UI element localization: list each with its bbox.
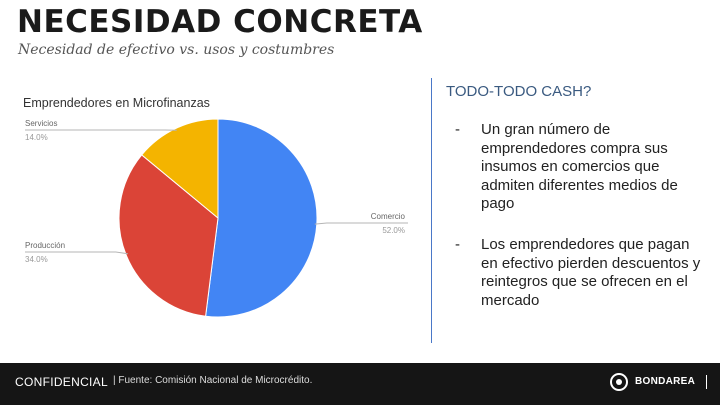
slide-title: NECESIDAD CONCRETA: [17, 4, 423, 40]
pie-labels: Comercio 52.0% Producción 34.0% Servicios 14.…: [25, 119, 408, 264]
leader-line: [314, 222, 408, 225]
bullet-marker: -: [455, 236, 460, 253]
confidential-label: CONFIDENCIAL: [15, 375, 108, 389]
slide-subtitle: Necesidad de efectivo vs. usos y costumb…: [18, 42, 335, 58]
source-note: | Fuente: Comisión Nacional de Microcréd…: [113, 375, 313, 386]
page-indicator: [706, 375, 707, 389]
slice-label: Producción: [25, 241, 65, 250]
footer-bar: CONFIDENCIAL | Fuente: Comisión Nacional…: [0, 363, 720, 405]
leader-line: [25, 251, 128, 255]
pie-chart: Emprendedores en Microfinanzas Comercio 5…: [23, 96, 408, 318]
divider-line: [431, 78, 432, 343]
chart-title: Emprendedores en Microfinanzas: [23, 96, 210, 110]
slice-value-label: 52.0%: [382, 226, 405, 235]
slice-value-label: 14.0%: [25, 133, 48, 142]
pie-slice-comercio: [205, 118, 318, 318]
bullet-item: - Un gran número de emprendedores compra…: [455, 121, 700, 221]
bullet-text: Un gran número de emprendedores compra s…: [481, 121, 678, 212]
bullet-marker: -: [455, 121, 460, 138]
bondarea-logo-icon: [610, 373, 628, 391]
slice-label: Servicios: [25, 119, 57, 128]
bullet-text: Los emprendedores que pagan en efectivo …: [481, 236, 701, 309]
side-heading: TODO-TODO CASH?: [446, 83, 592, 100]
pie-slice-producción: [118, 154, 219, 317]
brand-name: BONDAREA: [635, 376, 696, 387]
pie-slices: [118, 118, 318, 318]
slice-label: Comercio: [371, 212, 406, 221]
pie-slice-servicios: [141, 118, 219, 220]
slice-value-label: 34.0%: [25, 255, 48, 264]
bullet-item: - Los emprendedores que pagan en efectiv…: [455, 236, 700, 316]
